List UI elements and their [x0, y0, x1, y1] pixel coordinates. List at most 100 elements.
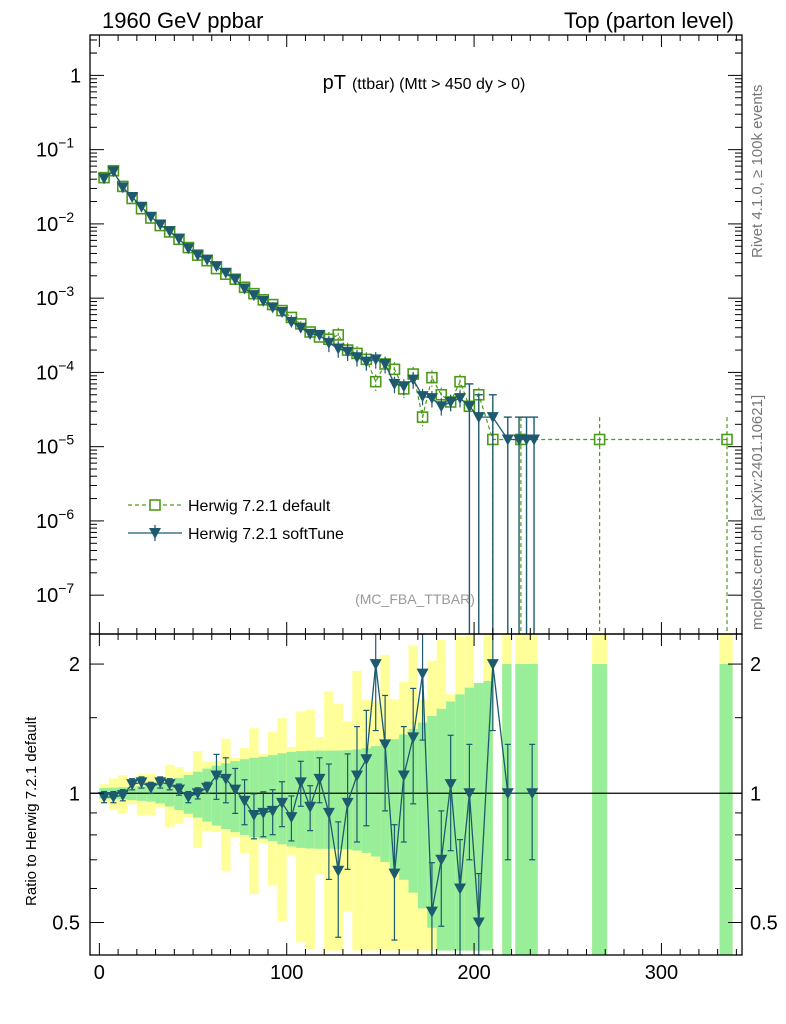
softtune-marker: [135, 201, 148, 213]
y-tick-label: 10−6: [36, 506, 74, 533]
ratio-marker: [276, 797, 289, 809]
ratio-inner-band: [333, 750, 343, 849]
ratio-marker: [407, 732, 420, 744]
ratio-marker: [526, 788, 539, 800]
ratio-marker: [116, 790, 129, 802]
main-plot-marks: [98, 164, 733, 634]
ratio-marker: [163, 779, 176, 791]
ratio-marker: [341, 797, 354, 809]
ratio-inner-band: [719, 664, 733, 955]
softtune-marker: [285, 316, 298, 328]
softtune-marker: [276, 307, 289, 319]
ratio-inner-band: [515, 664, 527, 955]
ratio-marker: [126, 779, 139, 791]
ratio-marker: [332, 865, 345, 877]
ratio-marker: [294, 777, 307, 789]
y-tick-label: 10−5: [36, 432, 74, 459]
ratio-marker: [144, 782, 157, 794]
default-marker: [369, 375, 382, 388]
softtune-marker: [172, 233, 185, 245]
x-tick-label: 100: [270, 962, 303, 984]
softtune-marker: [191, 250, 204, 262]
main-frame: [89, 34, 743, 635]
y-tick-label: 10−3: [36, 283, 74, 310]
softtune-marker: [350, 352, 363, 364]
y-tick-label: 10−1: [36, 135, 74, 162]
plot-title: pT (ttbar) (Mtt > 450 dy > 0): [323, 72, 526, 94]
softtune-marker: [98, 173, 111, 185]
header-left: 1960 GeV ppbar: [102, 8, 263, 33]
default-marker: [388, 363, 401, 376]
ratio-inner-band: [427, 715, 437, 928]
default-marker: [454, 375, 466, 388]
ratio-marker: [463, 788, 476, 800]
ratio-ylabel: Ratio to Herwig 7.2.1 default: [23, 716, 40, 906]
x-tick-label: 0: [94, 962, 105, 984]
softtune-marker: [528, 434, 541, 446]
softtune-marker: [219, 267, 232, 279]
softtune-marker: [247, 290, 260, 302]
default-marker: [332, 329, 345, 341]
ratio-marker: [107, 792, 120, 804]
analysis-label: (MC_FBA_TTBAR): [355, 591, 475, 607]
ratio-inner-band: [408, 728, 418, 893]
ratio-marker: [191, 788, 204, 800]
softtune-marker: [313, 329, 326, 341]
ratio-marker: [435, 854, 448, 866]
ratio-inner-band: [202, 768, 212, 822]
ratio-y-tick-label: 0.5: [52, 912, 80, 934]
softtune-marker: [332, 343, 345, 355]
plot-title-main: pT: [323, 72, 346, 94]
softtune-marker: [210, 261, 223, 273]
ratio-inner-band: [474, 683, 484, 951]
softtune-marker: [154, 219, 167, 231]
softtune-marker: [407, 374, 420, 386]
ratio-marker: [379, 739, 392, 751]
ratio-marker: [472, 917, 485, 929]
mcplots-label: mcplots.cern.ch [arXiv:2401.10621]: [749, 395, 766, 630]
ratio-marker: [388, 868, 401, 880]
softtune-marker: [294, 322, 307, 334]
default-marker: [416, 411, 429, 423]
ratio-marker: [444, 779, 457, 791]
ratio-marker: [322, 807, 335, 819]
legend: Herwig 7.2.1 default Herwig 7.2.1 softTun…: [128, 498, 344, 543]
rivet-label: Rivet 4.1.0, ≥ 100k events: [749, 85, 766, 258]
ratio-y-tick-label: 2: [69, 654, 80, 676]
softtune-marker: [304, 328, 317, 340]
ratio-marker: [304, 801, 317, 813]
default-marker: [426, 371, 438, 384]
ratio-marker: [425, 906, 438, 918]
legend-label-softtune: Herwig 7.2.1 softTune: [188, 526, 344, 543]
axes: 0 100 200 300 1 10−1 10−2 10−3 10−4 10−5 10−6 10−7 0…: [36, 34, 778, 984]
softtune-marker: [257, 295, 270, 307]
ratio-marker: [397, 770, 410, 782]
ratio-inner-band: [417, 722, 428, 909]
ratio-marker: [135, 777, 148, 789]
default-series-line: [103, 169, 727, 441]
softtune-marker: [388, 378, 401, 390]
softtune-marker: [369, 354, 382, 366]
y-tick-label: 10−2: [36, 209, 74, 236]
softtune-marker: [116, 182, 129, 194]
ratio-marker: [416, 668, 429, 680]
softtune-marker: [435, 401, 448, 413]
ratio-marker: [486, 659, 499, 671]
ratio-marker: [501, 788, 514, 800]
ratio-marker: [247, 810, 260, 822]
ratio-marker: [360, 754, 373, 766]
softtune-marker: [397, 381, 410, 393]
softtune-marker: [238, 283, 251, 295]
ratio-inner-band: [371, 746, 381, 857]
softtune-marker: [266, 302, 279, 314]
ratio-y-tick-label-right: 2: [750, 654, 761, 676]
ratio-marker: [229, 784, 242, 796]
softtune-marker: [454, 393, 467, 405]
ratio-y-tick-label-right: 1: [750, 783, 761, 805]
softtune-marker: [182, 243, 195, 255]
ratio-marker: [98, 792, 111, 804]
ratio-marker: [350, 770, 363, 782]
legend-label-default: Herwig 7.2.1 default: [188, 498, 331, 515]
ratio-marker: [172, 784, 185, 796]
ratio-marker: [266, 805, 279, 817]
